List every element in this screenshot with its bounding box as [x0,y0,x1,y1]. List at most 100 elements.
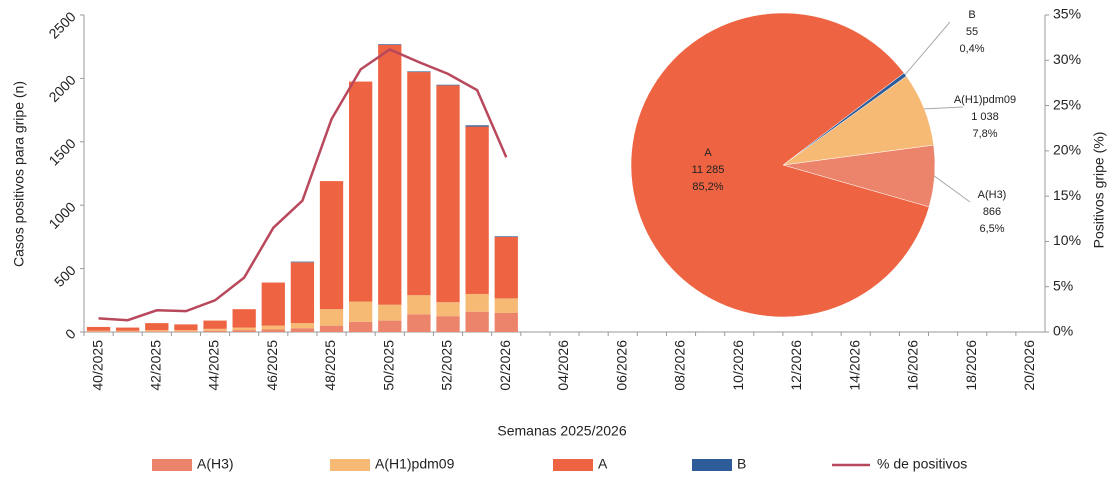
pie-share-label: 0,4% [959,43,984,55]
bar-segment [378,44,402,305]
pie-value-label: 1 038 [971,111,999,123]
bar-segment [436,316,460,332]
bar-segment [378,304,402,321]
bar-segment [319,325,344,332]
x-tick-label: 50/2025 [380,340,396,391]
leader-line [924,106,964,110]
x-axis-title: Semanas 2025/2026 [497,423,626,439]
y2-tick-label: 35% [1053,6,1081,22]
x-tick-label: 46/2025 [264,340,280,391]
bar-segment [436,84,460,86]
x-tick-label: 06/2026 [613,340,629,391]
bar-segment [319,309,344,326]
pie-share-label: 85,2% [692,181,723,193]
legend-swatch [553,459,593,471]
bar-segment [349,321,373,332]
x-tick-label: 10/2026 [730,340,746,391]
pie-label: A(H1)pdm09 [954,94,1016,106]
leader-line [934,175,971,203]
legend-label: A(H1)pdm09 [375,456,455,472]
bar-segment [290,328,315,332]
x-tick-label: 16/2026 [905,340,921,391]
leader-line [904,21,951,75]
bar-segment [232,327,256,331]
x-tick-label: 42/2025 [148,340,164,391]
bar-segment [116,330,140,332]
legend-label: % de positivos [877,456,967,472]
bar-segment [436,85,460,303]
bar-segment [407,295,431,315]
bar-segment [203,328,227,331]
bar-segment [465,126,489,294]
bar-segment [494,236,518,237]
bar-segment [407,72,431,296]
y-tick-label: 2000 [45,72,78,105]
x-tick-label: 12/2026 [788,340,804,391]
bar-segment [465,125,489,127]
y2-tick-label: 30% [1053,51,1081,67]
bar-segment [261,329,285,332]
bar-segment [261,282,285,326]
y2-tick-label: 5% [1053,277,1073,293]
pie-label: B [968,9,975,21]
y2-tick-label: 0% [1053,323,1073,339]
bar-segment [319,181,344,310]
legend-swatch [152,459,192,471]
bar-segment [465,311,489,332]
pie-label: A(H3) [978,189,1007,201]
bar-segment [86,331,111,332]
x-tick-label: 20/2026 [1021,340,1037,391]
x-tick-label: 08/2026 [672,340,688,391]
pie-label: A [704,147,712,159]
bar-segment [349,301,373,322]
legend-swatch [330,459,370,471]
bar-segment [174,331,198,332]
bar-segment [378,44,402,45]
bar-segment [86,326,111,331]
y2-tick-label: 25% [1053,96,1081,112]
y-tick-label: 500 [51,262,79,290]
bar-segment [232,309,256,328]
bar-segment [116,327,140,331]
line [98,47,508,322]
pie-slice [630,12,930,318]
bar-segment [494,298,518,313]
bar-segment [290,261,315,263]
bar-segment [86,330,111,332]
bar-segment [145,330,169,332]
y2-tick-label: 20% [1053,142,1081,158]
bar-segment [116,331,140,332]
bar-segment [290,323,315,329]
x-tick-label: 04/2026 [555,340,571,391]
bar-segment [145,331,169,332]
pie-value-label: 11 285 [692,164,725,176]
x-tick-label: 14/2026 [846,340,862,391]
legend-swatch [692,459,732,471]
pie-value-label: 55 [966,26,978,38]
x-tick-label: 52/2025 [439,340,455,391]
y-tick-label: 1500 [45,135,78,168]
bar-segment [494,312,518,332]
y2-tick-label: 15% [1053,187,1081,203]
y-axis-title: Casos positivos para gripe (n) [11,81,27,267]
bar-segment [407,314,431,332]
pie-value-label: 866 [983,206,1001,218]
bar-segment [465,293,489,312]
x-tick-label: 40/2025 [89,340,105,391]
bar-segment [174,330,198,332]
y2-axis-title: Positivos gripe (%) [1091,132,1107,249]
legend-label: B [737,456,746,472]
pie-share-label: 7,8% [972,128,997,140]
bar-segment [436,302,460,317]
bar-segment [261,325,285,330]
y-tick-label: 2500 [45,8,78,41]
legend-label: A [598,456,608,472]
bar-segment [407,71,431,73]
bar-segment [349,81,373,302]
bar-segment [174,324,198,331]
x-tick-label: 44/2025 [206,340,222,391]
bar-segment [494,236,518,299]
legend-label: A(H3) [197,456,234,472]
y-tick-label: 1000 [45,198,78,231]
